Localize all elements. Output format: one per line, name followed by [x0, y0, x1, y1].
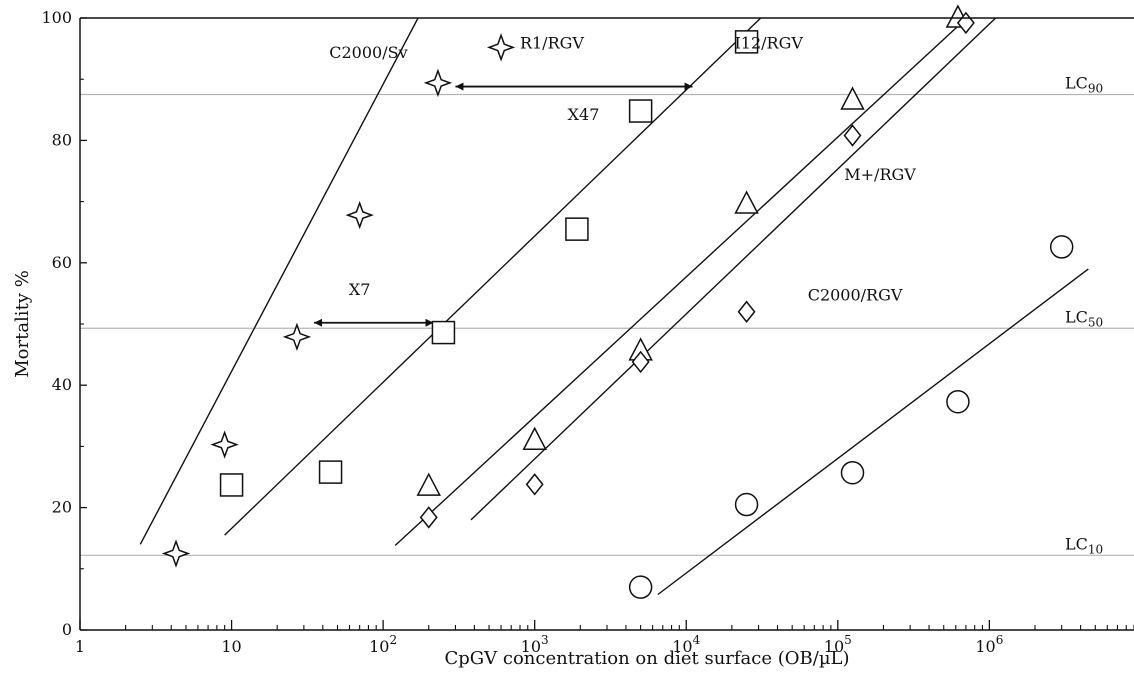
point-c2000-rgv-2: [840, 460, 865, 485]
annotation-x47: X47: [568, 105, 600, 124]
annotation-m-rgv: M+/RGV: [844, 165, 916, 184]
point-m-rgv-2: [631, 350, 650, 374]
point-r1-rgv-5: [734, 30, 759, 54]
point-i12-rgv-1: [522, 426, 547, 451]
fit-line-i12-rgv: [394, 18, 968, 547]
point-r1-rgv-1: [318, 460, 343, 484]
point-c2000-rgv-4: [1049, 235, 1074, 259]
x-tick-label-10: 10: [221, 637, 241, 656]
y-tick-label-20: 20: [52, 498, 72, 517]
y-tick-label-60: 60: [52, 253, 72, 272]
x-tick-label-1: 1: [75, 637, 85, 656]
annotation-r1-rgv: R1/RGV: [520, 34, 584, 53]
point-i12-rgv-3: [734, 190, 759, 214]
annotation-i12-rgv: I12/RGV: [734, 34, 803, 53]
x-tick-label-1000: 103: [521, 633, 549, 656]
point-m-rgv-3: [737, 300, 756, 323]
y-tick-label-100: 100: [41, 8, 72, 27]
point-c2000-sv-2: [282, 322, 312, 352]
point-c2000-sv-4: [423, 68, 453, 98]
annotation-c2000-sv: C2000/Sv: [329, 43, 407, 62]
point-c2000-sv-0: [161, 539, 191, 568]
fit-line-r1-rgv: [224, 18, 762, 536]
annotation-c2000-rgv: C2000/RGV: [808, 286, 903, 305]
x-tick-label-100000: 105: [824, 633, 852, 656]
point-m-rgv-1: [525, 473, 544, 496]
point-c2000-rgv-0: [628, 575, 653, 599]
point-c2000-sv-5: [486, 33, 516, 62]
x-tick-label-100: 102: [369, 633, 397, 656]
point-c2000-sv-3: [345, 200, 374, 230]
point-i12-rgv-0: [416, 472, 441, 496]
fit-line-c2000-rgv: [657, 268, 1089, 596]
y-axis-title: Mortality %: [12, 270, 33, 378]
lc-label-10: LC10: [1065, 534, 1103, 556]
annotation-x7: X7: [349, 280, 371, 299]
point-c2000-rgv-3: [946, 389, 970, 414]
point-c2000-sv-1: [210, 430, 239, 459]
y-tick-label-40: 40: [52, 375, 72, 394]
point-c2000-rgv-1: [734, 492, 759, 517]
point-i12-rgv-4: [840, 86, 865, 110]
point-r1-rgv-0: [219, 473, 244, 497]
x-tick-label-10000: 104: [672, 633, 700, 656]
fit-line-m-rgv: [470, 18, 997, 521]
fit-line-c2000-sv: [139, 18, 419, 545]
x-axis-title: CpGV concentration on diet surface (OB/µ…: [444, 648, 849, 668]
point-r1-rgv-4: [628, 99, 653, 123]
point-r1-rgv-2: [431, 320, 456, 345]
lc-label-50: LC50: [1065, 307, 1103, 329]
lc-label-90: LC90: [1065, 74, 1103, 96]
point-r1-rgv-3: [565, 217, 589, 241]
x-tick-label-1000000: 106: [975, 633, 1003, 656]
y-tick-label-0: 0: [62, 620, 72, 639]
point-m-rgv-0: [419, 506, 438, 529]
y-tick-label-80: 80: [52, 130, 72, 149]
point-m-rgv-4: [843, 124, 862, 147]
